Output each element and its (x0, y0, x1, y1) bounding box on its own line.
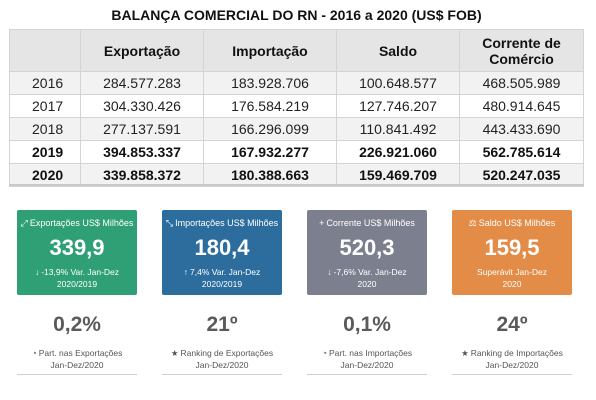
table-header-row: Exportação Importação Saldo Corrente de … (9, 29, 584, 72)
card-period: 2020/2019 (56, 279, 98, 289)
stat-label: Ranking de Importações (470, 348, 563, 358)
trade-balance-table: Exportação Importação Saldo Corrente de … (9, 29, 584, 187)
stat-label: Part. nas Importações (328, 348, 413, 358)
plus-icon: + (319, 218, 325, 228)
card-change: -13,9% Var. Jan-Dez (41, 267, 120, 277)
arrow-down-icon: ↓ (34, 267, 40, 277)
table-row: 2020 339.858.372 180.388.663 159.469.709… (9, 163, 584, 187)
card-header: Exportações US$ Milhões (29, 218, 134, 228)
card-value: 520,3 (339, 235, 395, 260)
stat-label: Ranking de Exportações (180, 348, 274, 358)
cell-saldo: 110.841.492 (336, 117, 460, 141)
cell-saldo: 127.746.207 (336, 94, 460, 118)
table-row: 2017 304.330.426 176.584.219 127.746.207… (9, 94, 584, 118)
header-importacao: Importação (203, 29, 337, 72)
cell-importacao: 167.932.277 (203, 140, 337, 164)
trade-flow-card: + Corrente US$ Milhões 520,3 ↓ -7,6% Var. … (307, 210, 427, 295)
cell-corrente: 520.247.035 (459, 163, 584, 187)
cell-exportacao: 394.853.337 (80, 140, 204, 164)
cell-corrente: 468.505.989 (459, 71, 584, 95)
cell-exportacao: 277.137.591 (80, 117, 204, 141)
cell-saldo: 159.469.709 (336, 163, 460, 187)
balance-scale-icon: ⚖ (468, 218, 477, 228)
card-period: 2020 (357, 279, 377, 289)
card-value: 180,4 (194, 235, 250, 260)
header-year (9, 29, 81, 72)
header-saldo: Saldo (336, 29, 460, 72)
export-share-stat: 0,2% ◔ Part. nas Exportações Jan-Dez/2020 (17, 305, 137, 375)
cell-exportacao: 284.577.283 (80, 71, 204, 95)
cell-importacao: 183.928.706 (203, 71, 337, 95)
cell-saldo: 100.648.577 (336, 71, 460, 95)
card-header: Saldo US$ Milhões (478, 218, 556, 228)
card-value: 159,5 (484, 235, 540, 260)
card-value: 339,9 (49, 235, 105, 260)
header-corrente: Corrente de Comércio (459, 29, 584, 72)
pie-chart-icon: ◔ (321, 348, 327, 358)
import-ranking-stat: 24º ★ Ranking de Importações Jan-Dez/2020 (452, 305, 572, 375)
cell-corrente: 443.433.690 (459, 117, 584, 141)
star-icon: ★ (461, 348, 469, 358)
arrow-up-icon: ↑ (183, 267, 188, 277)
table-bottom-divider (9, 184, 584, 186)
cell-year: 2018 (9, 117, 81, 141)
stat-value: 21º (206, 313, 238, 336)
compress-arrows-icon: ⤡ (165, 218, 174, 228)
cell-importacao: 166.296.099 (203, 117, 337, 141)
card-header: Importações US$ Milhões (175, 218, 279, 228)
stat-period: Jan-Dez/2020 (195, 360, 249, 370)
export-ranking-stat: 21º ★ Ranking de Exportações Jan-Dez/2020 (162, 305, 282, 375)
cell-year: 2019 (9, 140, 81, 164)
table-row: 2019 394.853.337 167.932.277 226.921.060… (9, 140, 584, 164)
cell-saldo: 226.921.060 (336, 140, 460, 164)
stat-value: 24º (496, 313, 528, 336)
card-period: 2020/2019 (201, 279, 243, 289)
balance-card: ⚖ Saldo US$ Milhões 159,5 Superávit Jan-D… (452, 210, 572, 295)
card-period: 2020 (502, 279, 522, 289)
import-share-stat: 0,1% ◔ Part. nas Importações Jan-Dez/2020 (307, 305, 427, 375)
stat-value: 0,1% (343, 313, 391, 336)
stat-period: Jan-Dez/2020 (50, 360, 104, 370)
pie-chart-icon: ◔ (31, 348, 37, 358)
stat-label: Part. nas Exportações (38, 348, 123, 358)
cell-exportacao: 339.858.372 (80, 163, 204, 187)
card-header: Corrente US$ Milhões (326, 218, 415, 228)
table-row: 2018 277.137.591 166.296.099 110.841.492… (9, 117, 584, 141)
cell-corrente: 562.785.614 (459, 140, 584, 164)
imports-card: ⤡ Importações US$ Milhões 180,4 ↑ 7,4% Var… (162, 210, 282, 295)
arrow-down-icon: ↓ (327, 267, 332, 277)
card-change: -7,6% Var. Jan-Dez (333, 267, 407, 277)
card-change: 7,4% Var. Jan-Dez (190, 267, 261, 277)
cell-corrente: 480.914.645 (459, 94, 584, 118)
table-title: BALANÇA COMERCIAL DO RN - 2016 a 2020 (U… (111, 7, 482, 23)
header-exportacao: Exportação (80, 29, 204, 72)
cell-year: 2017 (9, 94, 81, 118)
stat-value: 0,2% (53, 313, 101, 336)
card-change: Superávit Jan-Dez (477, 267, 547, 277)
exports-card: ⤢ Exportações US$ Milhões 339,9 ↓ -13,9% V… (17, 210, 137, 295)
star-icon: ★ (170, 348, 179, 358)
cell-exportacao: 304.330.426 (80, 94, 204, 118)
expand-arrows-icon: ⤢ (20, 218, 28, 228)
table-row: 2016 284.577.283 183.928.706 100.648.577… (9, 71, 584, 95)
stat-period: Jan-Dez/2020 (485, 360, 539, 370)
trade-balance-table-section: BALANÇA COMERCIAL DO RN - 2016 a 2020 (U… (9, 3, 584, 187)
cell-importacao: 176.584.219 (203, 94, 337, 118)
stat-period: Jan-Dez/2020 (340, 360, 394, 370)
cell-year: 2020 (9, 163, 81, 187)
cell-importacao: 180.388.663 (203, 163, 337, 187)
cell-year: 2016 (9, 71, 81, 95)
